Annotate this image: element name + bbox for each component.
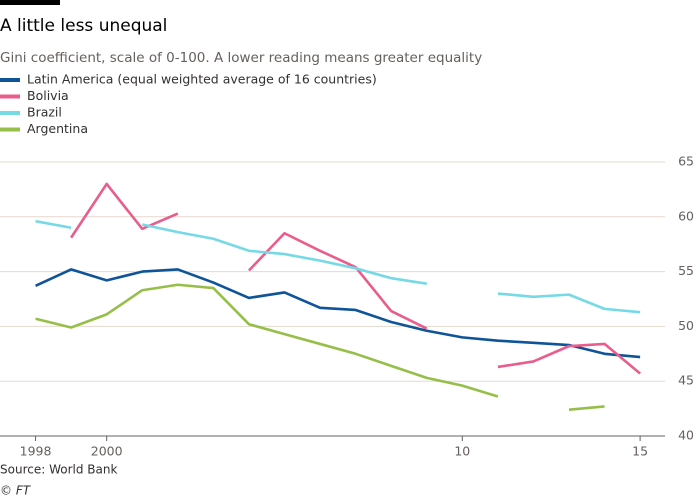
series-line <box>35 219 641 314</box>
x-tick-label: 1998 <box>20 444 52 459</box>
legend-label: Argentina <box>27 121 88 136</box>
y-tick-label: 50 <box>678 318 694 333</box>
legend-label: Bolivia <box>27 88 69 103</box>
legend-swatch <box>0 94 20 99</box>
legend-swatch <box>0 78 20 82</box>
legend-label: Latin America (equal weighted average of… <box>27 72 377 87</box>
legend-swatch <box>0 127 20 132</box>
credit: © FT <box>0 484 32 498</box>
chart-subtitle: Gini coefficient, scale of 0-100. A lowe… <box>0 50 482 66</box>
legend-swatch <box>0 111 20 115</box>
series-line <box>70 182 641 375</box>
series-line <box>35 268 641 359</box>
x-tick-label: 2000 <box>91 444 123 459</box>
x-tick-label: 10 <box>454 444 470 459</box>
source: Source: World Bank <box>0 463 117 477</box>
y-tick-label: 55 <box>678 263 694 278</box>
chart-title: A little less unequal <box>0 16 167 36</box>
series-line <box>35 283 605 411</box>
y-tick-label: 65 <box>678 154 694 169</box>
title-bar <box>0 0 60 5</box>
y-tick-label: 45 <box>678 373 694 388</box>
y-tick-label: 60 <box>678 208 694 223</box>
legend-label: Brazil <box>27 105 62 120</box>
x-tick-label: 15 <box>632 444 648 459</box>
y-tick-label: 40 <box>678 428 694 443</box>
